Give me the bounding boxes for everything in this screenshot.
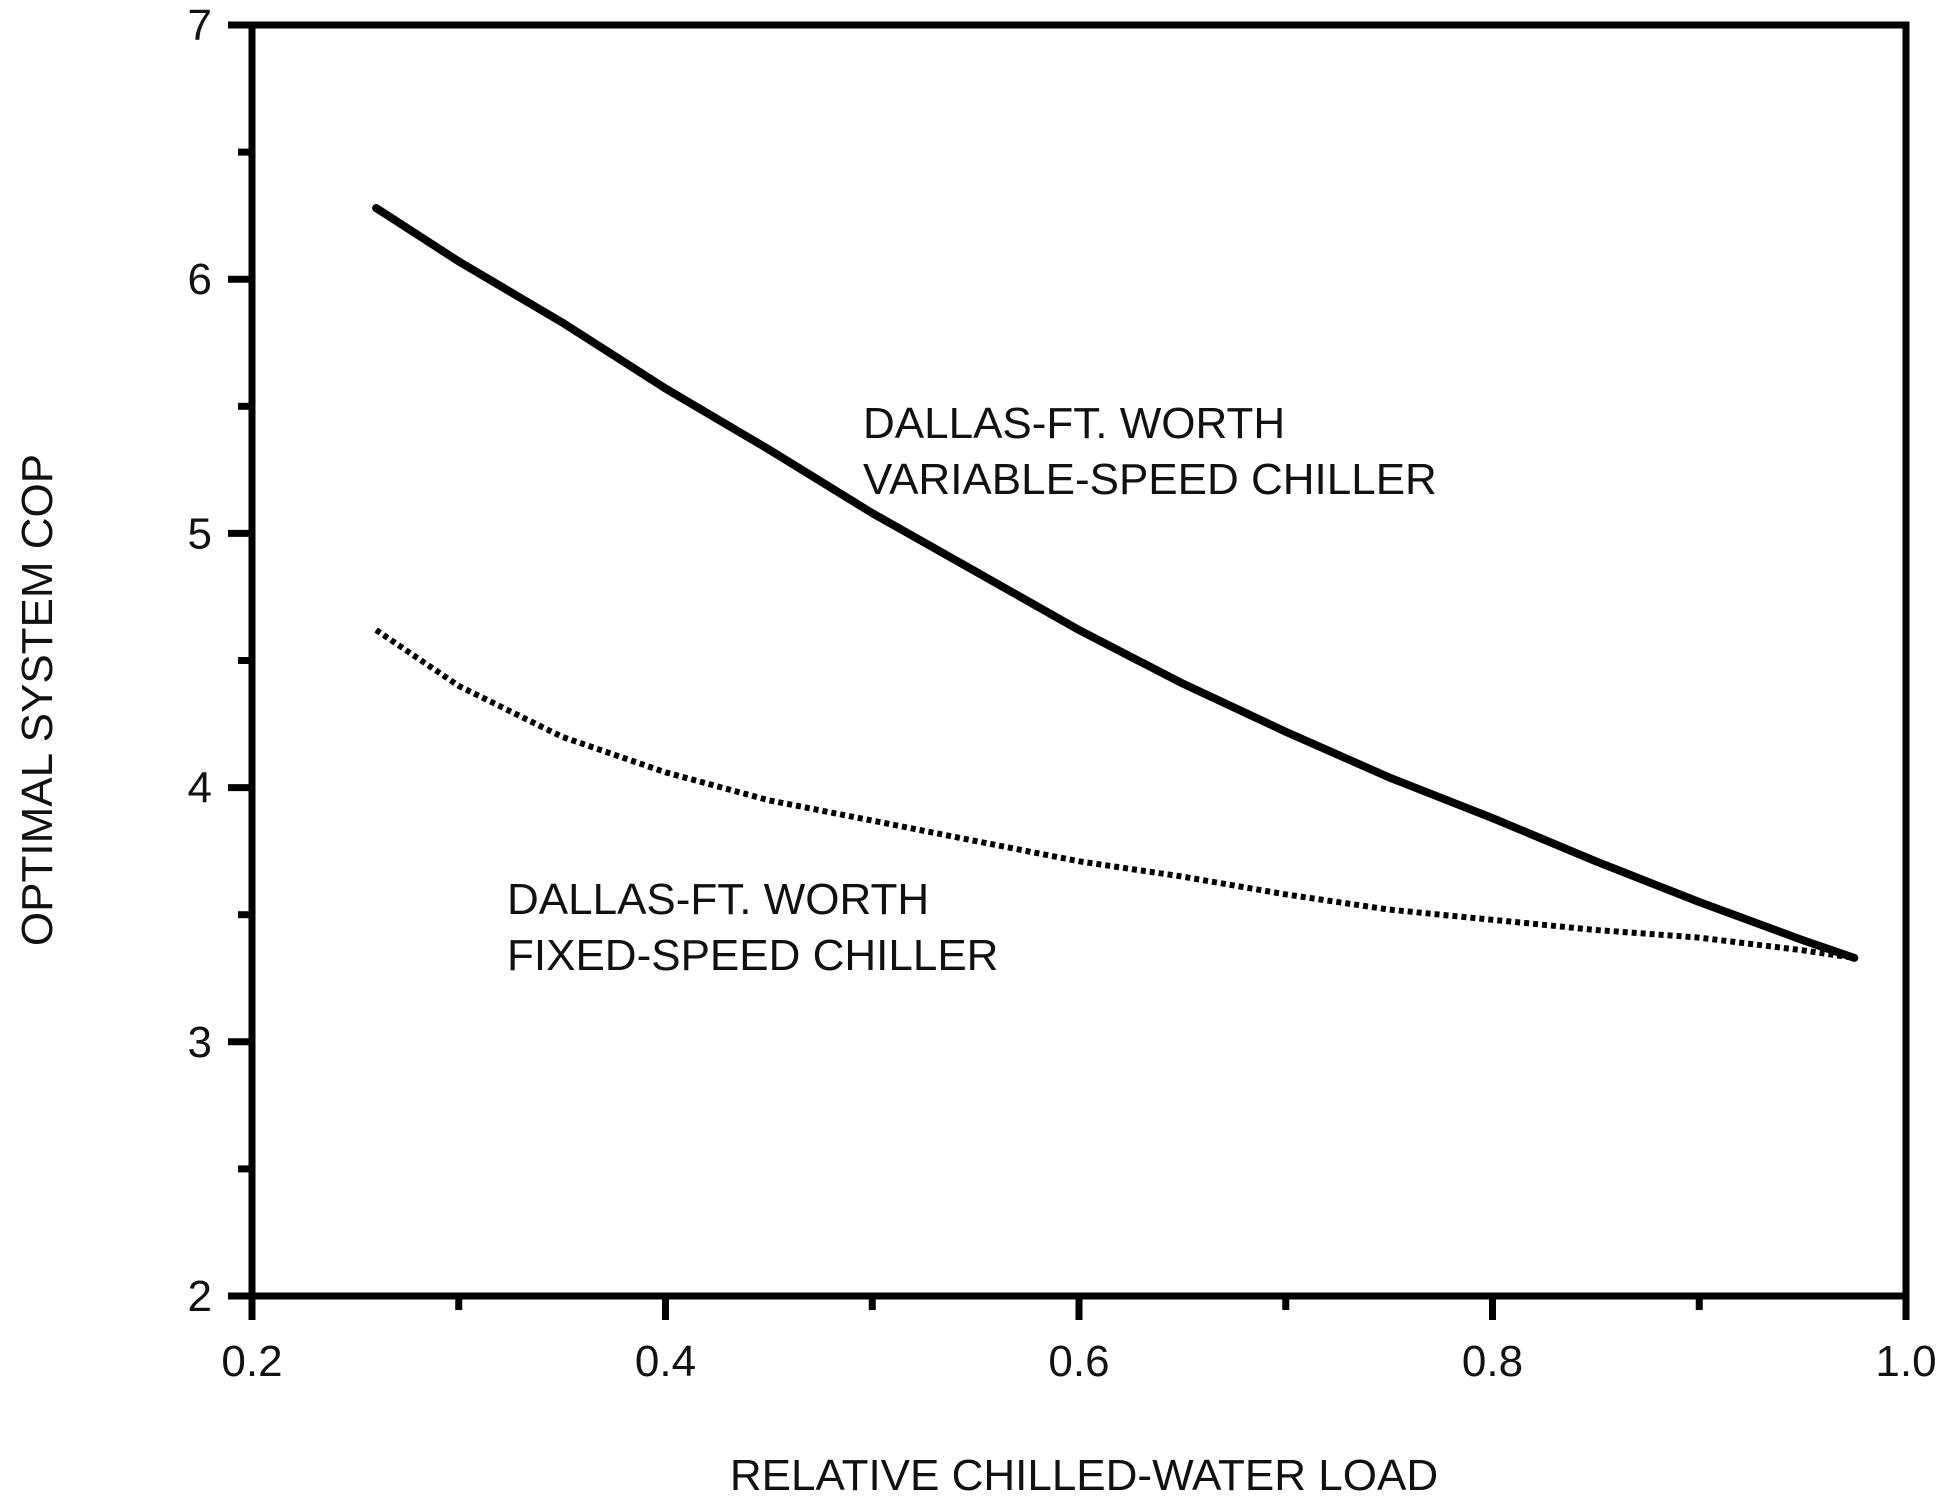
- x-tick-label: 0.4: [635, 1337, 696, 1386]
- x-tick-label: 0.6: [1048, 1337, 1109, 1386]
- x-axis-title: RELATIVE CHILLED-WATER LOAD: [730, 1451, 1438, 1499]
- y-axis-title: OPTIMAL SYSTEM COP: [13, 454, 62, 946]
- variable-speed-series-line: [372, 204, 1859, 962]
- y-tick-label: 5: [188, 509, 212, 558]
- y-tick-label: 3: [188, 1018, 212, 1067]
- x-tick-label: 0.2: [221, 1337, 282, 1386]
- y-tick-label: 7: [188, 1, 212, 50]
- y-tick-label: 4: [188, 764, 212, 813]
- x-tick-label: 0.8: [1462, 1337, 1523, 1386]
- plot-frame: [248, 21, 1910, 1300]
- x-tick-label: 1.0: [1875, 1337, 1936, 1386]
- fixed-speed-annotation-line: FIXED-SPEED CHILLER: [507, 931, 998, 980]
- y-tick-label: 2: [188, 1272, 212, 1321]
- variable-speed-annotation-line: VARIABLE-SPEED CHILLER: [863, 455, 1437, 504]
- fixed-speed-annotation-line: DALLAS-FT. WORTH: [507, 875, 929, 924]
- variable-speed-annotation-line: DALLAS-FT. WORTH: [863, 399, 1285, 448]
- y-tick-label: 6: [188, 255, 212, 304]
